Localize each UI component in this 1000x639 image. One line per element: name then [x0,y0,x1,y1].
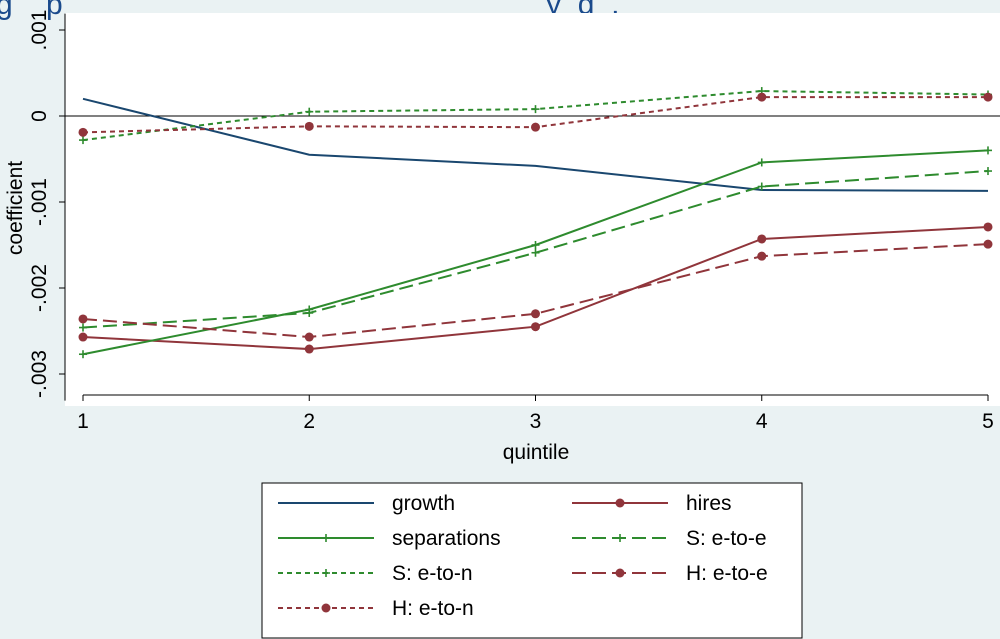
legend-item-s-e-to-n: S: e-to-n [278,562,473,585]
series-h-e-to-e [78,239,993,342]
legend-marker-h-e-to-e [615,568,625,578]
data-point-s-e-to-n [531,105,540,114]
legend-item-h-e-to-n: H: e-to-n [278,597,474,620]
series-line-growth [82,97,989,192]
legend-item-hires: hires [572,492,732,515]
y-tick-label: -.001 [28,178,51,226]
data-point-separations [984,146,992,155]
legend-item-h-e-to-e: H: e-to-e [572,562,768,585]
data-point-hires [983,222,993,232]
legend-label-h-e-to-e: H: e-to-e [686,562,768,585]
legend-marker-h-e-to-n [321,603,331,613]
series-s-e-to-e [79,167,992,332]
legend-label-growth: growth [392,492,455,515]
y-tick-label: -.003 [28,350,51,398]
data-point-s-e-to-n [305,107,314,116]
data-point-h-e-to-e [531,309,540,319]
data-point-h-e-to-e [757,251,767,261]
data-point-separations [757,158,766,167]
data-point-s-e-to-e [531,248,540,257]
series-growth [82,97,989,192]
legend-marker-separations [322,534,330,542]
series-hires [78,222,993,354]
x-tick-label: 3 [530,410,542,433]
legend-item-growth: growth [278,492,455,515]
data-point-h-e-to-e [78,314,88,324]
data-point-h-e-to-n [531,122,540,132]
legend-label-s-e-to-e: S: e-to-e [686,527,767,550]
legend-item-separations: separations [278,527,501,550]
x-tick-label: 4 [756,410,768,433]
legend-label-hires: hires [686,492,732,515]
series-h-e-to-n [78,92,993,137]
data-point-hires [78,332,88,342]
data-point-h-e-to-n [78,127,88,137]
data-point-s-e-to-n [79,136,87,145]
series-line-h-e-to-e [82,243,989,339]
data-point-s-e-to-e [305,308,314,317]
legend-marker-s-e-to-n [322,569,330,577]
data-point-separations [531,241,540,249]
legend-label-h-e-to-n: H: e-to-n [392,597,474,620]
legend-box [261,482,803,639]
data-point-h-e-to-n [983,92,993,102]
data-point-s-e-to-e [757,182,766,191]
data-point-h-e-to-e [304,332,314,342]
legend-marker-hires [615,498,625,508]
y-axis-title: coefficient [4,161,27,255]
data-point-h-e-to-e [983,239,993,249]
data-point-hires [531,322,540,332]
legend-label-separations: separations [392,527,501,550]
data-point-separations [79,350,87,359]
x-axis-title: quintile [503,441,570,464]
data-point-s-e-to-e [984,167,992,176]
data-point-hires [304,344,314,354]
data-point-h-e-to-n [304,121,314,131]
legend-item-s-e-to-e: S: e-to-e [572,527,767,550]
y-tick-label: -.002 [28,264,51,312]
x-tick-label: 1 [77,410,89,433]
data-point-s-e-to-e [79,323,87,332]
data-point-h-e-to-n [757,92,767,102]
y-tick-label: 0 [28,110,51,122]
legend-marker-s-e-to-e [616,534,624,542]
data-point-hires [757,234,767,244]
plot-area [65,13,1000,406]
x-tick-label: 5 [982,410,994,433]
x-tick-label: 2 [303,410,315,433]
y-tick-label: .001 [28,10,51,51]
legend: growth hires separations S: e-to-e S: e-to-n… [261,482,803,639]
legend-label-s-e-to-n: S: e-to-n [392,562,473,585]
